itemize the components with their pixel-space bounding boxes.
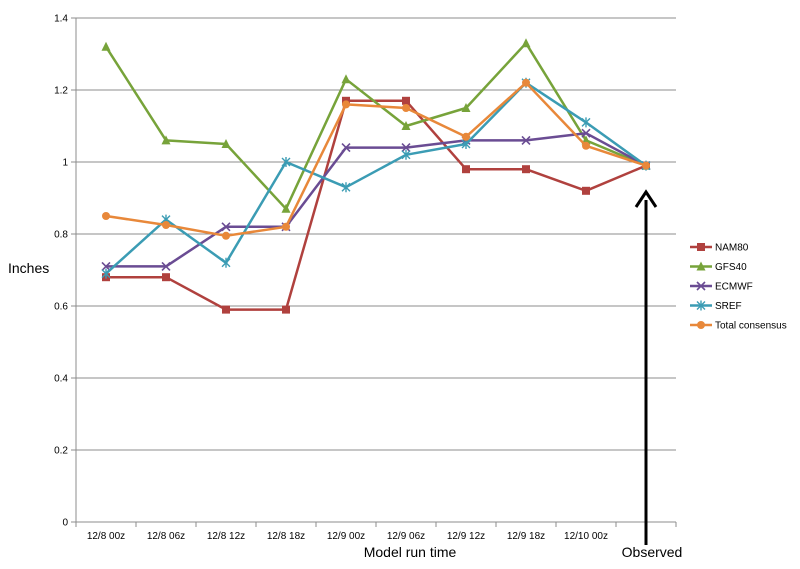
series-line-total-consensus (105, 81, 647, 238)
data-point-nam80 (222, 305, 230, 314)
data-point-total-consensus (222, 231, 230, 240)
legend-label: NAM80 (715, 243, 749, 254)
x-tick-label: 12/10 00z (564, 531, 608, 542)
series-line-ecmwf (106, 131, 647, 268)
legend-swatch-marker (696, 300, 706, 311)
data-point-sref (341, 182, 351, 193)
observed-annotation: Observed (622, 189, 683, 560)
series-lines (101, 38, 651, 314)
y-tick-label: 0.4 (54, 374, 68, 385)
data-point-ecmwf (341, 143, 351, 153)
x-axis-title: Model run time (364, 544, 457, 560)
y-tick-label: 0.6 (54, 302, 68, 313)
legend-label: Total consensus (715, 321, 787, 332)
legend: NAM80 GFS40 ECMWF SREF Total consensus (690, 243, 787, 332)
legend-entry-sref: SREF (690, 300, 742, 312)
data-point-total-consensus (162, 221, 170, 229)
data-point-nam80 (282, 305, 290, 314)
y-axis-title: Inches (8, 260, 49, 276)
data-point-ecmwf (221, 222, 231, 232)
data-point-ecmwf (101, 261, 111, 271)
legend-label: ECMWF (715, 282, 753, 293)
x-tick-label: 12/8 12z (207, 531, 245, 542)
data-point-nam80 (162, 273, 170, 282)
data-point-total-consensus (462, 132, 470, 141)
legend-label: GFS40 (715, 262, 747, 273)
legend-swatch-marker (696, 281, 706, 291)
data-point-total-consensus (522, 78, 530, 87)
annotations: Observed (622, 189, 683, 560)
data-point-ecmwf (521, 135, 531, 145)
data-point-sref (101, 268, 111, 279)
data-point-nam80 (582, 186, 590, 195)
data-point-ecmwf (581, 128, 591, 138)
legend-entry-total-consensus: Total consensus (690, 321, 787, 332)
data-point-sref (221, 257, 231, 268)
series-total-consensus (102, 78, 650, 240)
data-point-gfs40 (341, 74, 351, 84)
legend-swatch-marker (696, 261, 706, 271)
data-point-sref (401, 149, 411, 160)
x-tick-label: 12/8 18z (267, 531, 305, 542)
data-point-gfs40 (221, 139, 231, 148)
x-tick-label: 12/9 12z (447, 531, 485, 542)
x-tick-label: 12/9 18z (507, 531, 545, 542)
legend-swatch-marker (697, 243, 705, 251)
y-tick-label: 1.2 (54, 86, 68, 97)
gridlines (76, 17, 676, 523)
data-point-sref (581, 117, 591, 128)
data-point-gfs40 (401, 121, 411, 130)
x-tick-labels: 12/8 00z 12/8 06z 12/8 12z 12/8 18z 12/9 00z… (87, 531, 608, 542)
legend-entry-nam80: NAM80 (690, 243, 749, 254)
legend-label: SREF (715, 301, 742, 312)
axes (71, 17, 677, 527)
legend-entry-gfs40: GFS40 (690, 261, 747, 273)
data-point-gfs40 (461, 103, 471, 112)
legend-entry-ecmwf: ECMWF (690, 281, 753, 293)
data-point-nam80 (522, 165, 530, 174)
data-point-total-consensus (402, 104, 410, 112)
data-point-nam80 (462, 165, 470, 174)
x-tick-label: 12/8 00z (87, 531, 125, 542)
y-tick-label: 1.4 (54, 14, 68, 25)
data-point-gfs40 (101, 41, 111, 51)
data-point-ecmwf (161, 261, 171, 271)
y-tick-labels: 0 0.2 0.4 0.6 0.8 1 1.2 1.4 (54, 14, 68, 529)
data-point-sref (281, 157, 291, 167)
observed-arrow-head (634, 189, 658, 208)
y-tick-label: 0.8 (54, 230, 68, 241)
series-sref (101, 77, 651, 279)
y-tick-label: 0.2 (54, 446, 68, 457)
data-point-total-consensus (282, 222, 290, 231)
data-point-total-consensus (642, 161, 650, 170)
data-point-total-consensus (342, 100, 350, 109)
series-line-nam80 (106, 99, 647, 311)
x-tick-label: 12/8 06z (147, 531, 185, 542)
x-tick-label: 12/9 06z (387, 531, 425, 542)
legend-swatch-marker (697, 321, 705, 329)
y-tick-label: 0 (62, 518, 68, 529)
data-point-ecmwf (401, 143, 411, 153)
data-point-gfs40 (521, 38, 531, 48)
series-line-sref (105, 81, 647, 275)
data-point-gfs40 (281, 203, 291, 213)
data-point-total-consensus (582, 141, 590, 150)
data-point-gfs40 (161, 135, 171, 145)
data-point-total-consensus (102, 212, 110, 220)
x-tick-label: 12/9 00z (327, 531, 365, 542)
y-tick-label: 1 (62, 158, 68, 169)
observed-label: Observed (622, 544, 683, 560)
data-point-nam80 (402, 96, 410, 105)
series-line-gfs40 (104, 41, 647, 211)
